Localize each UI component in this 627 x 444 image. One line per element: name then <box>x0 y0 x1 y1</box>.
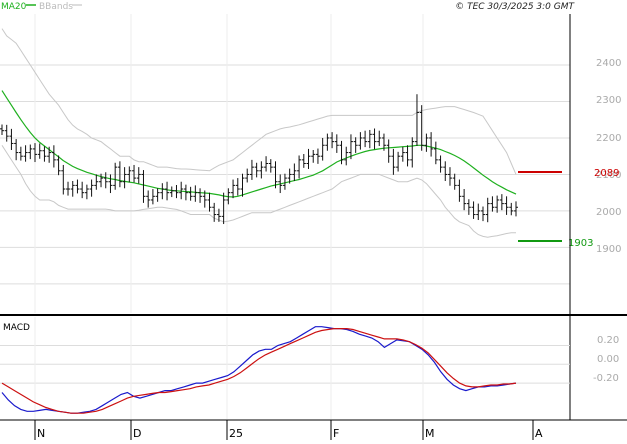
resistance-label: 2089 <box>594 168 619 179</box>
y-tick-2300: 2300 <box>596 95 621 106</box>
legend-ma20: MA20 <box>1 2 27 12</box>
y-tick-2000: 2000 <box>596 207 621 218</box>
price-bars <box>0 94 518 225</box>
x-tick-d: D <box>133 427 141 440</box>
y-tick-1900: 1900 <box>596 244 621 255</box>
bband-lower-line <box>1 145 516 238</box>
ma20-line <box>1 90 517 198</box>
price-series <box>1 28 517 238</box>
y-tick-2200: 2200 <box>596 133 621 144</box>
watermark: © TEC 30/3/2025 3:0 GMT <box>455 2 575 12</box>
macd-y-axis: 0.20 0.00 -0.20 <box>593 335 619 384</box>
macd-tick-0-20: 0.20 <box>597 335 619 346</box>
x-tick-25: 25 <box>229 427 243 440</box>
x-tick-a: A <box>535 427 543 440</box>
x-tick-m: M <box>425 427 435 440</box>
macd-title: MACD <box>3 323 30 333</box>
macd-line <box>1 326 517 414</box>
macd-series <box>1 326 517 414</box>
macd-tick-0-00: 0.00 <box>597 354 619 365</box>
x-tick-n: N <box>37 427 45 440</box>
x-tick-f: F <box>333 427 339 440</box>
bband-upper-line <box>1 28 517 175</box>
price-y-axis: 2400 2300 2200 2100 2000 1900 <box>596 58 621 255</box>
support-label: 1903 <box>568 238 593 249</box>
x-axis: N D 25 F M A <box>34 420 543 440</box>
macd-tick-neg-0-20: -0.20 <box>593 373 619 384</box>
legend: MA20 BBands <box>1 2 82 12</box>
y-tick-2100: 2100 <box>596 170 621 181</box>
signal-line <box>1 328 517 414</box>
y-tick-2400: 2400 <box>596 58 621 69</box>
legend-bbands: BBands <box>39 2 73 12</box>
